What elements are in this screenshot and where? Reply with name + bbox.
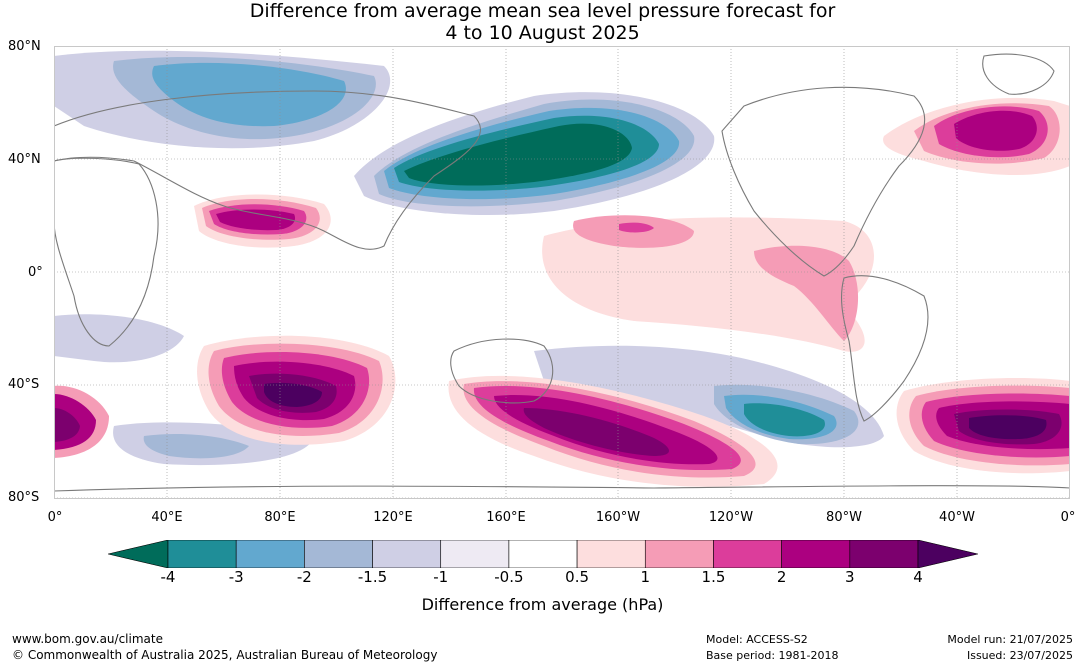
colorbar-tick-label: -1.5 xyxy=(357,568,388,586)
anomaly-region-north-atlantic-positive xyxy=(883,97,1070,176)
colorbar-segment xyxy=(440,540,510,568)
colorbar-segment xyxy=(781,540,851,568)
colorbar-tick-label: 2 xyxy=(776,568,787,586)
lat-label-40s: 40°S xyxy=(8,377,40,392)
colorbar-segment xyxy=(372,540,442,568)
lon-label-40w: 40°W xyxy=(939,510,975,525)
colorbar-tick-label: 4 xyxy=(913,568,923,586)
colorbar-extend-low xyxy=(108,540,169,568)
anomaly-region-south-africa-positive xyxy=(54,385,109,458)
colorbar-segment xyxy=(304,540,373,568)
colorbar-label: Difference from average (hPa) xyxy=(421,595,664,614)
colorbar-tick-label: -0.5 xyxy=(494,568,524,586)
lat-label-80n: 80°N xyxy=(8,39,41,54)
colorbar-tick-label: 0.5 xyxy=(565,568,590,586)
colorbar-segment xyxy=(713,540,782,568)
colorbar-tick-label: 1 xyxy=(640,568,651,586)
lon-label-120w: 120°W xyxy=(708,510,754,525)
anomaly-region-south-atlantic-positive xyxy=(896,378,1070,474)
lat-label-80s: 80°S xyxy=(8,490,40,505)
lon-label-0-left: 0° xyxy=(47,510,63,525)
map-title-line-1: Difference from average mean sea level p… xyxy=(249,0,836,22)
lon-label-0-right: 0° xyxy=(1060,510,1076,525)
anomaly-region-tropical-pacific-positive xyxy=(542,215,874,352)
footer-copyright: © Commonwealth of Australia 2025, Austra… xyxy=(12,648,438,662)
footer-url: www.bom.gov.au/climate xyxy=(12,632,163,646)
footer-model-run: Model run: 21/07/2025 xyxy=(947,633,1073,646)
anomaly-region-north-pacific-negative xyxy=(354,92,715,216)
lon-label-80w: 80°W xyxy=(826,510,862,525)
lon-label-160w: 160°W xyxy=(595,510,641,525)
colorbar-segment xyxy=(508,540,578,568)
colorbar-tick-label: -3 xyxy=(228,568,244,586)
colorbar-segment xyxy=(644,540,714,568)
footer-base-period: Base period: 1981-2018 xyxy=(706,649,839,662)
colorbar xyxy=(108,540,978,568)
lat-label-equator: 0° xyxy=(28,265,43,280)
lat-label-40n: 40°N xyxy=(8,152,41,167)
colorbar-segment xyxy=(576,540,646,568)
pressure-anomaly-map xyxy=(54,46,1070,499)
lon-label-120e: 120°E xyxy=(373,510,413,525)
colorbar-tick-label: -4 xyxy=(160,568,176,586)
footer-issued: Issued: 23/07/2025 xyxy=(966,649,1073,662)
colorbar-extend-high xyxy=(917,540,978,568)
footer-model: Model: ACCESS-S2 xyxy=(706,633,808,646)
colorbar-tick-label: 1.5 xyxy=(701,568,726,586)
map-title-line-2: 4 to 10 August 2025 xyxy=(445,22,640,44)
colorbar-segment xyxy=(167,540,237,568)
colorbar-segment xyxy=(235,540,305,568)
anomaly-region-arctic-asia-negative xyxy=(54,50,391,149)
lon-label-80e: 80°E xyxy=(264,510,296,525)
lon-label-40e: 40°E xyxy=(151,510,183,525)
colorbar-tick-label: -1 xyxy=(433,568,449,586)
lon-label-160e: 160°E xyxy=(486,510,526,525)
colorbar-segment xyxy=(849,540,919,568)
anomaly-region-southern-mid-latitude-negative xyxy=(54,314,884,466)
anomaly-region-south-pacific-positive xyxy=(448,375,778,487)
colorbar-tick-label: 3 xyxy=(845,568,855,586)
anomaly-region-south-indian-ocean-positive xyxy=(197,335,396,445)
continent-outlines xyxy=(54,53,1070,492)
colorbar-tick-label: -2 xyxy=(296,568,312,586)
